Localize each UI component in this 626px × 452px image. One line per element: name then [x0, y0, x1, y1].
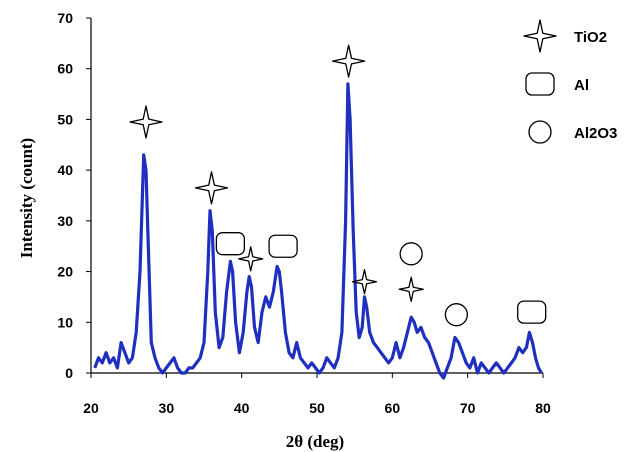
peak-star-icon: [238, 246, 264, 272]
y-tick-label: 70: [57, 10, 73, 26]
y-tick-label: 20: [57, 264, 73, 280]
legend-label: Al2O3: [574, 125, 617, 142]
peak-star-icon: [194, 171, 229, 205]
y-tick-label: 0: [65, 365, 73, 381]
x-tick-label: 80: [535, 400, 551, 416]
tick-labels: 20 30 40 50 60 70 80 0 10 20 30 40 50 60 70: [57, 10, 551, 416]
y-tick-label: 30: [57, 213, 73, 229]
y-axis-label: Intensity (count): [17, 138, 36, 258]
peak-star-icon: [331, 44, 366, 78]
x-tick-label: 20: [83, 400, 99, 416]
x-tick-label: 40: [234, 400, 250, 416]
peak-star-icon: [351, 269, 378, 295]
legend: TiO2 Al Al2O3: [523, 19, 617, 144]
peak-circle-icon: [399, 242, 423, 266]
y-tick-label: 60: [57, 61, 73, 77]
x-tick-label: 70: [460, 400, 476, 416]
y-tick-label: 40: [57, 162, 73, 178]
y-tick-label: 10: [57, 314, 73, 330]
x-tick-label: 50: [309, 400, 325, 416]
peak-square-icon: [215, 232, 246, 256]
x-tick-label: 30: [159, 400, 175, 416]
peak-star-icon: [398, 276, 424, 302]
x-axis-label: 2θ (deg): [286, 432, 344, 451]
axes: [86, 17, 544, 378]
legend-star-icon: [523, 19, 557, 53]
peak-circle-icon: [444, 303, 469, 327]
peak-markers: [129, 44, 547, 327]
x-tick-label: 60: [385, 400, 401, 416]
peak-square-icon: [268, 234, 298, 258]
y-tick-label: 50: [57, 111, 73, 127]
legend-label: TiO2: [574, 29, 607, 46]
peak-square-icon: [517, 300, 547, 324]
legend-circle-icon: [528, 120, 552, 144]
legend-label: Al: [574, 77, 589, 94]
peak-star-icon: [129, 105, 163, 139]
legend-square-icon: [525, 72, 555, 96]
series-line: [93, 82, 543, 380]
